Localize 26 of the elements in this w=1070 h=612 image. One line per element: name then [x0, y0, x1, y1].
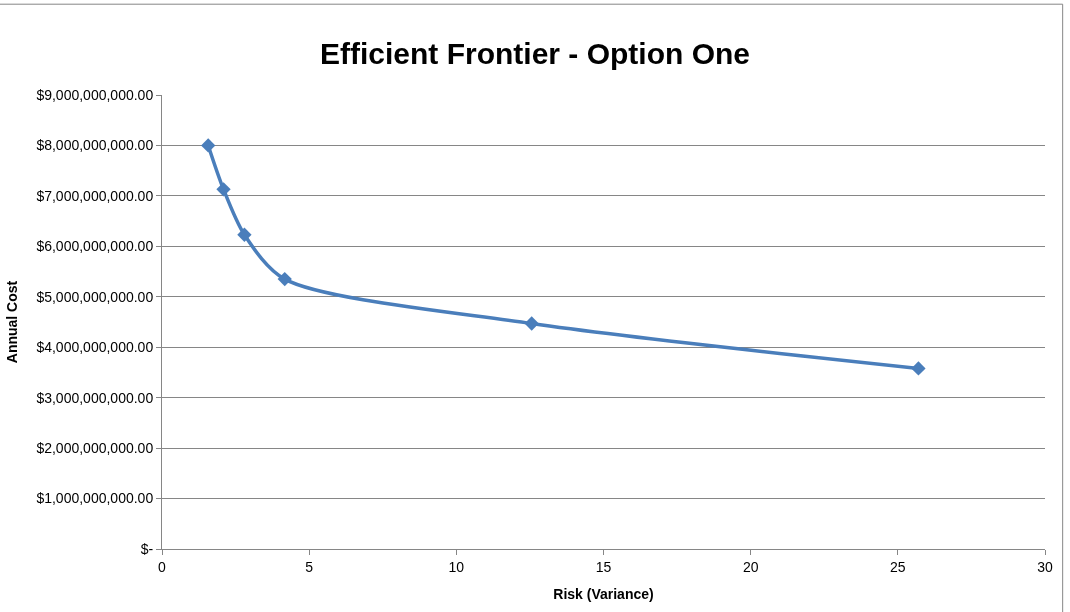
y-tick-label: $3,000,000,000.00	[36, 389, 154, 406]
x-tick-label: 25	[890, 558, 906, 575]
point	[911, 361, 926, 376]
y-tick-label: $1,000,000,000.00	[36, 490, 154, 507]
y-axis-title: Annual Cost	[4, 280, 21, 364]
point	[524, 316, 539, 331]
y-tick-label: $6,000,000,000.00	[36, 238, 154, 255]
x-tick-label: 30	[1037, 558, 1053, 575]
y-tick-label: $-	[140, 540, 154, 557]
x-tick-label: 20	[742, 558, 759, 575]
y-tick-label: $7,000,000,000.00	[36, 187, 154, 204]
point	[216, 182, 231, 197]
x-tick-label: 5	[305, 558, 314, 575]
y-tick-label: $5,000,000,000.00	[36, 288, 154, 305]
x-tick-label: 10	[448, 558, 465, 575]
y-tick-label: $2,000,000,000.00	[36, 440, 154, 457]
point	[237, 227, 252, 242]
x-axis-title: Risk (Variance)	[553, 586, 654, 603]
x-tick-label: 0	[158, 558, 167, 575]
point	[277, 271, 292, 287]
y-tick-label: $4,000,000,000.00	[36, 339, 154, 356]
x-tick-label: 15	[595, 558, 612, 575]
y-tick-label: $8,000,000,000.00	[36, 137, 154, 154]
chart-title: Efficient Frontier - Option One	[320, 36, 750, 70]
point	[201, 138, 216, 153]
y-tick-label: $9,000,000,000.00	[36, 86, 154, 103]
